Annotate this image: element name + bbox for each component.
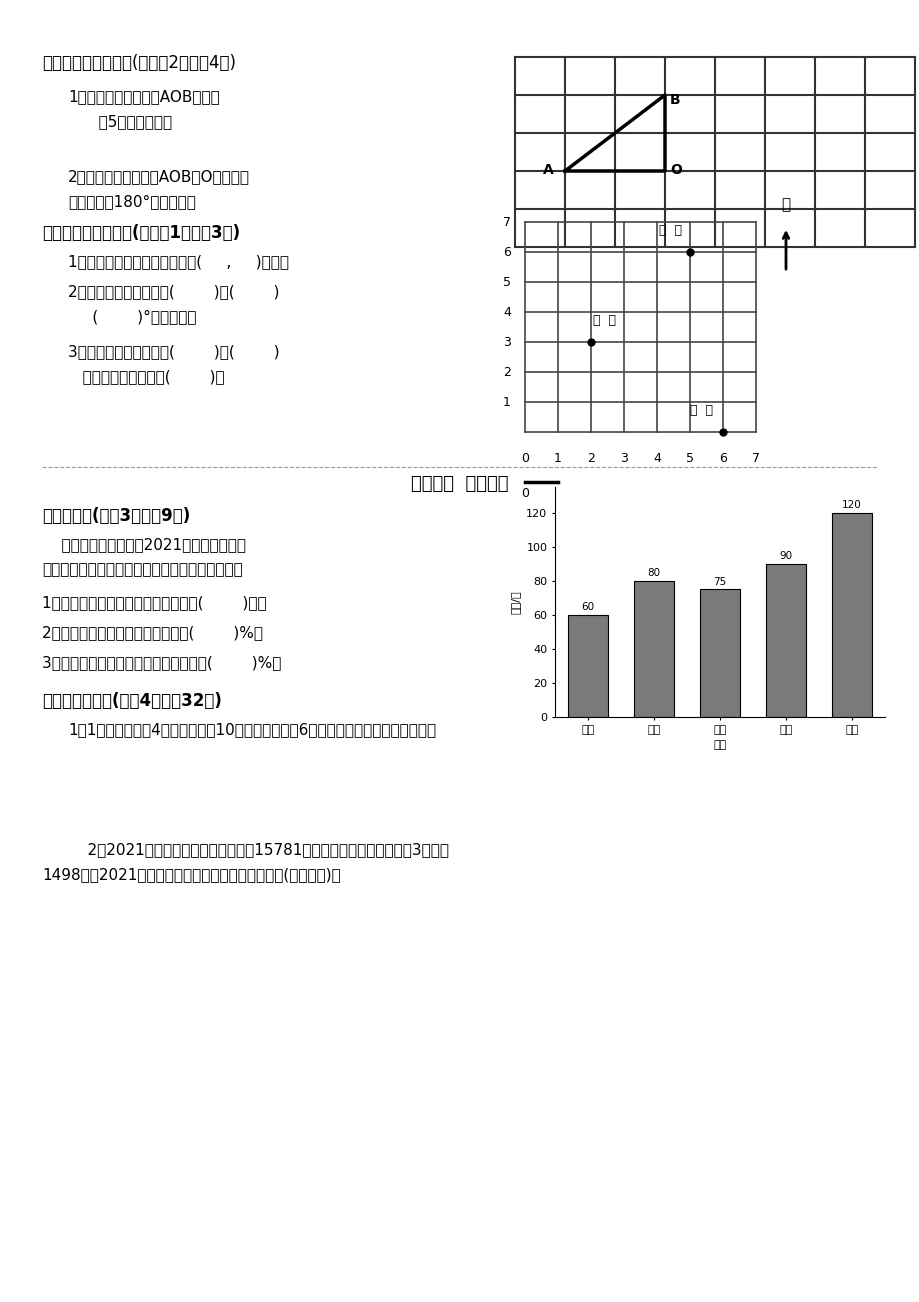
Text: 1: 1 <box>553 452 562 465</box>
Text: 右图是某汽车销售店2021年一月至五月的: 右图是某汽车销售店2021年一月至五月的 <box>42 536 245 552</box>
Text: 1、这五个月的平均每月汽车销售量是(        )台。: 1、这五个月的平均每月汽车销售量是( )台。 <box>42 595 267 611</box>
Text: 1、方格图中的三角形AOB向右平: 1、方格图中的三角形AOB向右平 <box>68 89 220 104</box>
Text: B: B <box>669 92 680 107</box>
Text: 邮  局: 邮 局 <box>593 314 616 327</box>
Text: 2、五月份的汽车销售量是三月份的(        )%。: 2、五月份的汽车销售量是三月份的( )%。 <box>42 625 263 641</box>
Text: 的方向上，距离约是(        )米: 的方向上，距离约是( )米 <box>68 368 224 384</box>
Text: 移5格后的图形。: 移5格后的图形。 <box>84 115 172 129</box>
Text: 1498元。2021年全国农村居民人均收入是多少元？(用方程解)。: 1498元。2021年全国农村居民人均收入是多少元？(用方程解)。 <box>42 867 340 881</box>
Text: 2: 2 <box>586 452 595 465</box>
Text: 4: 4 <box>503 306 510 319</box>
Text: A: A <box>542 163 553 177</box>
Text: 第二部分  解决问题: 第二部分 解决问题 <box>411 475 508 493</box>
Text: 北: 北 <box>780 197 789 212</box>
Text: 0: 0 <box>520 487 528 500</box>
Text: 1、小学所在的位置可以用数对(     ,     )表示。: 1、小学所在的位置可以用数对( , )表示。 <box>68 254 289 270</box>
Text: 汽车销售情况统计图，请你看图完成以下的填空。: 汽车销售情况统计图，请你看图完成以下的填空。 <box>42 562 243 577</box>
Text: 75: 75 <box>712 577 726 587</box>
Text: 7: 7 <box>751 452 759 465</box>
Text: 1、1、林婷婷买了4本笔记本用了10元。王文力想买6本同样的笔记本，要用多少钱？: 1、1、林婷婷买了4本笔记本用了10元。王文力想买6本同样的笔记本，要用多少钱？ <box>68 723 436 737</box>
Text: 5: 5 <box>503 276 510 289</box>
X-axis label: 月份: 月份 <box>712 741 726 750</box>
Bar <box>766 564 805 717</box>
Text: 3、四月份的汽车销售量比二月份增加了(        )%。: 3、四月份的汽车销售量比二月份增加了( )%。 <box>42 655 281 671</box>
Text: 3、公园的位置在邮局的(        )偏(        ): 3、公园的位置在邮局的( )偏( ) <box>68 344 279 359</box>
Text: 1: 1 <box>503 396 510 409</box>
Text: 0: 0 <box>520 452 528 465</box>
Text: 2、2021年全国城镇居民人均收入为15781元，比农村居民人均收入的3倍还多: 2、2021年全国城镇居民人均收入为15781元，比农村居民人均收入的3倍还多 <box>68 842 448 857</box>
Text: 2、方格图中的三角形AOB绕O点按顺时: 2、方格图中的三角形AOB绕O点按顺时 <box>68 169 250 184</box>
Text: 3: 3 <box>503 336 510 349</box>
Text: 7: 7 <box>503 216 510 228</box>
Bar <box>568 615 607 717</box>
Text: 十、列式解答。(每题4分，共32分): 十、列式解答。(每题4分，共32分) <box>42 691 221 710</box>
Text: 90: 90 <box>778 551 791 561</box>
Bar <box>699 590 739 717</box>
Text: 九、填空。(第题3分，共9分): 九、填空。(第题3分，共9分) <box>42 506 190 525</box>
Text: 200m: 200m <box>562 487 598 500</box>
Bar <box>832 513 871 717</box>
Text: 针方向旋转180°后的图形。: 针方向旋转180°后的图形。 <box>68 194 196 210</box>
Text: 3: 3 <box>619 452 628 465</box>
Y-axis label: 辆数/台: 辆数/台 <box>510 590 520 613</box>
Text: 2: 2 <box>503 366 510 379</box>
Text: 七、按要求画一画。(每小题2分，共4分): 七、按要求画一画。(每小题2分，共4分) <box>42 53 236 72</box>
Text: 4: 4 <box>652 452 660 465</box>
Text: 5: 5 <box>686 452 693 465</box>
Text: 120: 120 <box>841 500 861 510</box>
Text: 6: 6 <box>503 246 510 259</box>
Text: 60: 60 <box>581 603 594 612</box>
Text: 公  园: 公 园 <box>689 404 712 417</box>
Text: 八、按要求填一填。(每小题1分，共3分): 八、按要求填一填。(每小题1分，共3分) <box>42 224 240 242</box>
Bar <box>633 581 673 717</box>
Text: O: O <box>669 163 681 177</box>
Text: (        )°的方向上。: ( )°的方向上。 <box>68 309 197 324</box>
Text: 6: 6 <box>719 452 726 465</box>
Text: 2、邮局的位置在小学的(        )偏(        ): 2、邮局的位置在小学的( )偏( ) <box>68 284 279 299</box>
Text: 小  学: 小 学 <box>658 224 681 237</box>
Text: 80: 80 <box>647 568 660 578</box>
